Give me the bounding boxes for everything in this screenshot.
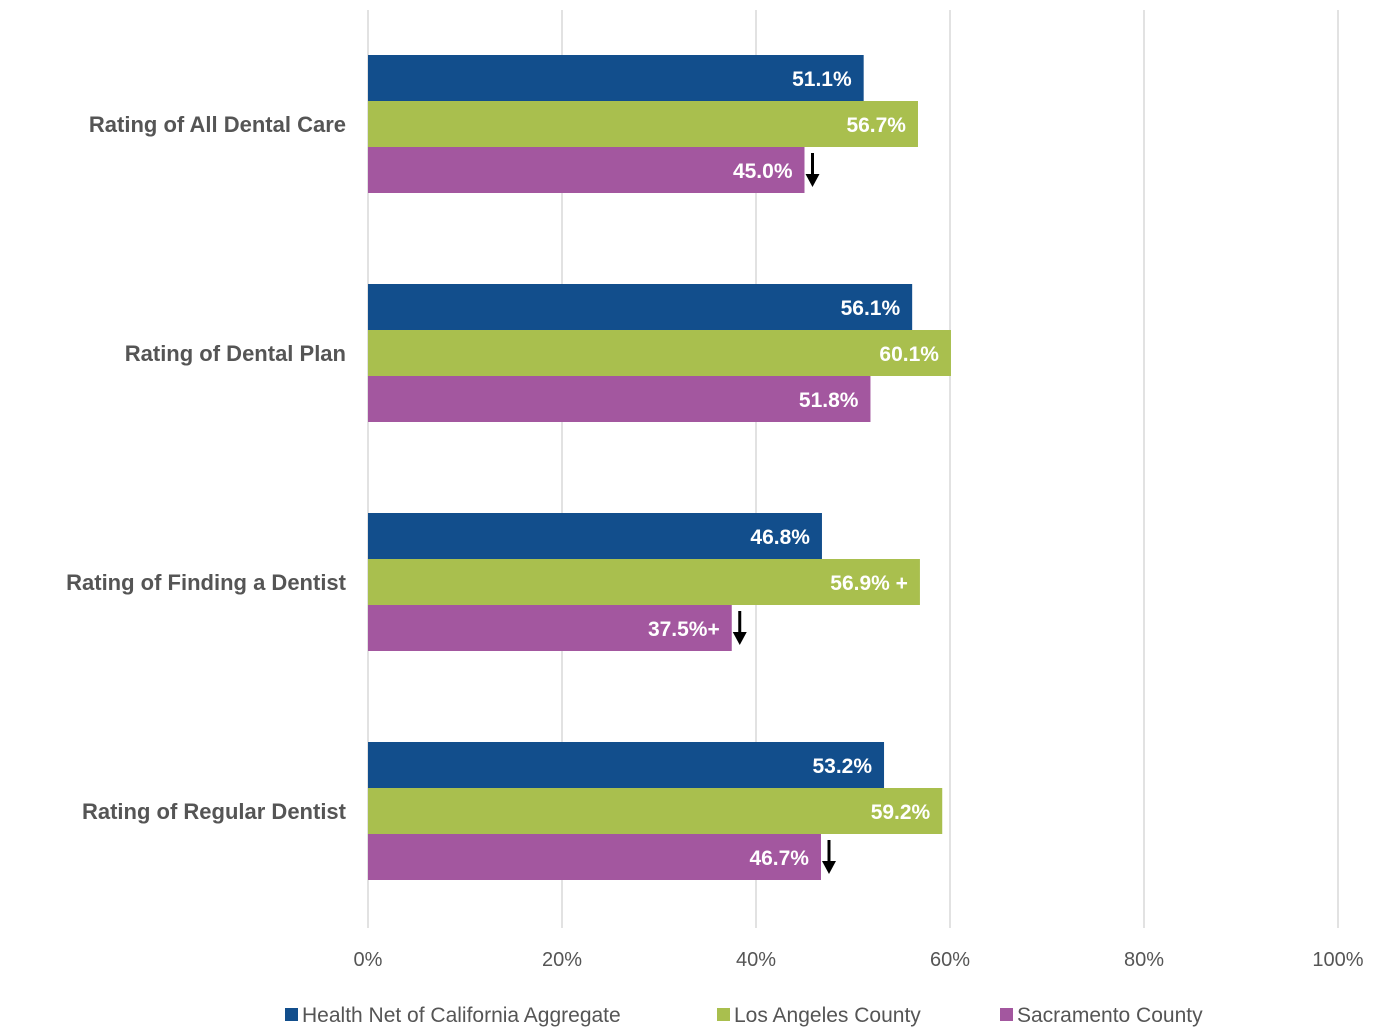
bar (368, 834, 821, 880)
legend-swatch (717, 1008, 730, 1021)
category-label: Rating of All Dental Care (89, 112, 346, 137)
data-label: 56.9% + (830, 572, 908, 595)
x-axis-tick-labels: 0% 20% 40% 60% 80% 100% (354, 949, 1364, 971)
bar (368, 559, 920, 605)
legend-label: Health Net of California Aggregate (302, 1004, 621, 1027)
bar (368, 147, 805, 193)
bar (368, 55, 864, 101)
down-arrow-icon (732, 611, 747, 645)
bar (368, 376, 871, 422)
legend-item: Health Net of California Aggregate (285, 1004, 621, 1027)
bar (368, 788, 943, 834)
x-tick-label: 80% (1124, 949, 1164, 971)
x-tick-label: 60% (930, 949, 970, 971)
category-label: Rating of Regular Dentist (82, 799, 347, 824)
legend-item: Sacramento County (1000, 1004, 1203, 1027)
data-label: 60.1% (879, 343, 939, 366)
x-tick-label: 0% (354, 949, 383, 971)
category-label: Rating of Dental Plan (125, 341, 346, 366)
x-tick-label: 20% (542, 949, 582, 971)
data-label: 37.5%+ (648, 618, 720, 641)
bar (368, 742, 885, 788)
down-arrow-icon (805, 153, 820, 187)
data-label: 46.7% (749, 847, 809, 870)
x-tick-label: 100% (1312, 949, 1363, 971)
data-label: 46.8% (750, 526, 810, 549)
legend-label: Sacramento County (1017, 1004, 1203, 1027)
bar (368, 330, 951, 376)
data-label: 56.1% (841, 297, 901, 320)
x-tick-label: 40% (736, 949, 776, 971)
legend-item: Los Angeles County (717, 1004, 921, 1027)
legend-label: Los Angeles County (734, 1004, 921, 1027)
down-arrow-icon (821, 840, 836, 874)
data-label: 51.8% (799, 389, 859, 412)
bars: 51.1% 56.7% 45.0% 56.1% 60.1% 51.8% 46.8% 56.9%… (368, 55, 951, 880)
bar (368, 284, 913, 330)
bar (368, 513, 822, 559)
category-label: Rating of Finding a Dentist (66, 570, 347, 595)
bar (368, 101, 918, 147)
legend-swatch (285, 1008, 298, 1021)
data-label: 51.1% (792, 68, 852, 91)
data-label: 59.2% (871, 801, 931, 824)
legend-swatch (1000, 1008, 1013, 1021)
data-label: 45.0% (733, 160, 793, 183)
legend: Health Net of California Aggregate Los An… (285, 1004, 1203, 1027)
category-labels: Rating of All Dental Care Rating of Denta… (66, 112, 347, 824)
bar (368, 605, 732, 651)
data-label: 56.7% (846, 114, 906, 137)
data-label: 53.2% (812, 755, 872, 778)
